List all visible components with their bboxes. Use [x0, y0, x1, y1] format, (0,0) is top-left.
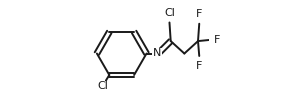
Text: F: F: [214, 35, 221, 45]
Text: F: F: [196, 9, 202, 19]
Text: Cl: Cl: [97, 81, 108, 91]
Text: F: F: [196, 61, 202, 71]
Text: Cl: Cl: [164, 7, 175, 18]
Text: N: N: [153, 48, 161, 59]
